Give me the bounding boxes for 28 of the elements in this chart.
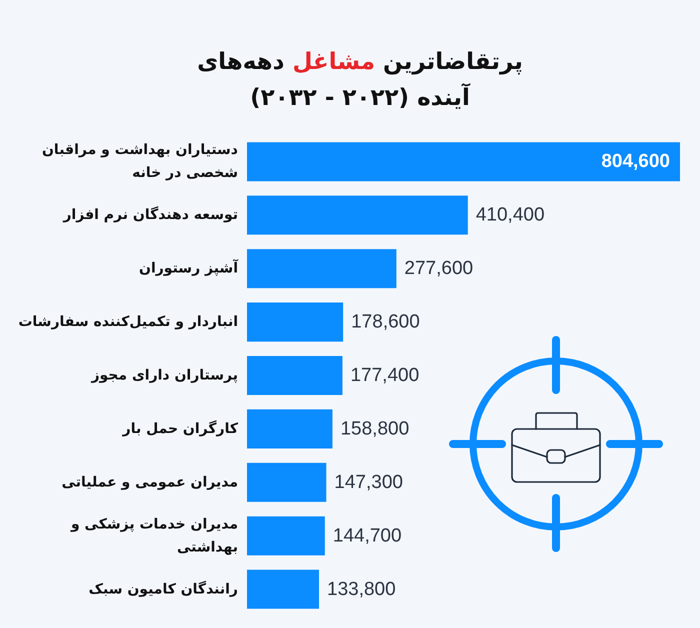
data-label: 277,600 xyxy=(404,258,474,280)
data-label: 410,400 xyxy=(476,204,545,226)
data-label: 177,400 xyxy=(350,365,420,386)
bar xyxy=(247,302,344,342)
data-label: 804,600 xyxy=(601,151,670,172)
y-tick-label: مدیران عمومی و عملیاتی xyxy=(62,474,238,490)
y-tick-label: کارگران حمل بار xyxy=(122,420,239,437)
y-tick-label: مدیران خدمات پزشکی و بهداشتی xyxy=(70,516,238,556)
data-label: 147,300 xyxy=(334,472,403,493)
bar xyxy=(247,516,325,556)
bar xyxy=(247,356,342,396)
data-label: 144,700 xyxy=(332,525,402,546)
bar xyxy=(247,249,396,288)
chart-title: پرتقاضاترین مشاغل دهه‌های آینده (۲۰۲۲ - ۲۰۳۲) xyxy=(197,49,523,111)
bar xyxy=(247,409,332,448)
data-label: 133,800 xyxy=(327,578,396,600)
data-label: 158,800 xyxy=(340,418,410,440)
bar xyxy=(247,462,326,502)
bar xyxy=(247,196,468,235)
y-tick-label: رانندگان کامیون سبک xyxy=(88,580,238,598)
y-tick-label: دستیاران بهداشت و مراقبان شخصی در خانه xyxy=(42,142,238,182)
y-tick-label: پرستاران دارای مجوز xyxy=(90,368,238,384)
bar xyxy=(247,570,320,609)
data-label: 178,600 xyxy=(351,312,420,333)
y-tick-label: آشپز رستوران xyxy=(139,258,240,277)
bar xyxy=(247,142,680,182)
y-tick-label: انباردار و تکمیل‌کننده سفارشات xyxy=(18,314,238,330)
y-tick-label: توسعه دهندگان نرم افزار xyxy=(62,206,238,224)
